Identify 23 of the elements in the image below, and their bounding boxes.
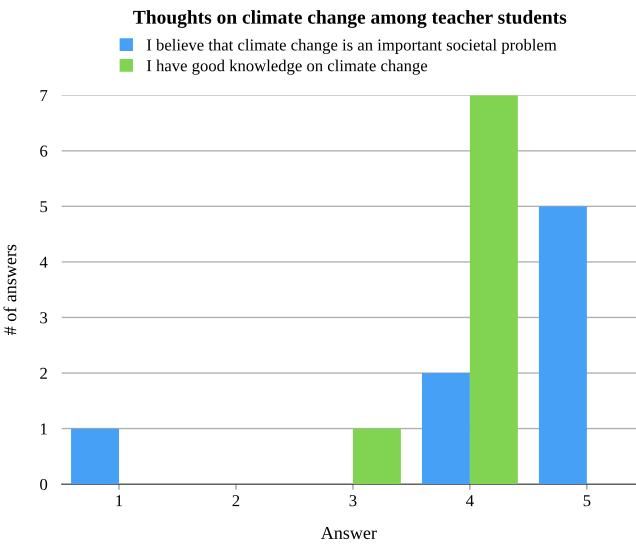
- bar: [538, 206, 587, 484]
- y-tick-label: 4: [40, 256, 48, 268]
- x-tick-label: 3: [350, 495, 356, 506]
- y-axis-title: # of answers: [3, 244, 16, 335]
- bar: [71, 428, 120, 484]
- y-tick-label: 3: [40, 312, 48, 324]
- x-tick-label: 2: [232, 495, 240, 506]
- bar: [352, 428, 401, 484]
- bar: [470, 95, 518, 484]
- y-tick-label: 6: [40, 146, 48, 157]
- y-tick-label: 1: [40, 423, 47, 434]
- y-tick-label: 5: [40, 201, 48, 212]
- x-axis-title: Answer: [320, 526, 377, 540]
- y-tick-label: 7: [40, 90, 48, 101]
- bar: [422, 373, 470, 484]
- x-tick-label: 4: [466, 495, 474, 506]
- legend-label: I believe that climate change is an important societal problem: [146, 38, 557, 54]
- y-tick-label: 0: [40, 478, 48, 490]
- x-tick-label: 5: [584, 495, 590, 506]
- x-tick-label: 1: [116, 495, 122, 506]
- legend-label: I have good knowledge on climate change: [146, 60, 428, 75]
- y-tick-label: 2: [40, 368, 47, 379]
- chart-title: Thoughts on climate change among teacher students: [133, 10, 566, 28]
